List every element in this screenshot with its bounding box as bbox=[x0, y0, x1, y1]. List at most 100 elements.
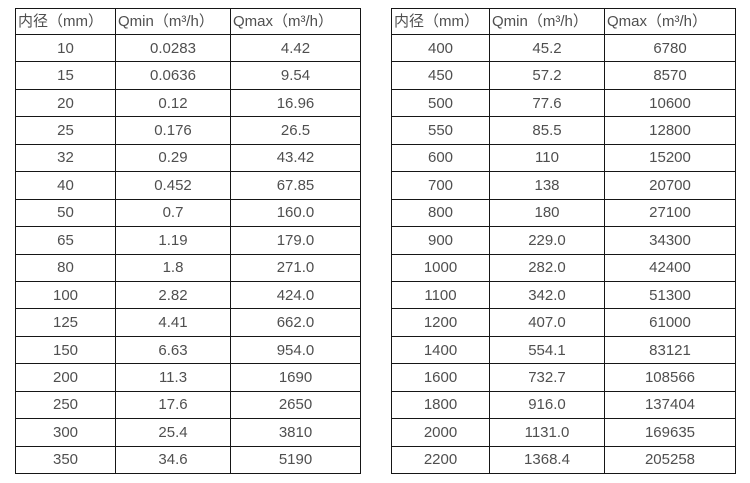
table-cell: 100 bbox=[15, 280, 116, 310]
table-cell: 424.0 bbox=[230, 280, 361, 310]
table-row: 25 0.176 26.5 bbox=[15, 116, 361, 145]
table-row: 600 110 15200 bbox=[391, 143, 736, 173]
table-cell: 1100 bbox=[391, 280, 490, 310]
table-row: 1800 916.0 137404 bbox=[391, 390, 736, 420]
table-cell: 400 bbox=[391, 33, 490, 63]
table-cell: 205258 bbox=[604, 445, 736, 475]
table-cell: 34300 bbox=[604, 226, 736, 255]
table-cell: 43.42 bbox=[230, 143, 361, 173]
table-row: 1000 282.0 42400 bbox=[391, 253, 736, 282]
table-cell: 0.0283 bbox=[115, 33, 231, 63]
table-cell: 179.0 bbox=[230, 226, 361, 255]
table-cell: 554.1 bbox=[489, 335, 605, 365]
table-cell: 271.0 bbox=[230, 253, 361, 282]
table-cell: 51300 bbox=[604, 280, 736, 310]
table-cell: 6.63 bbox=[115, 335, 231, 365]
table-cell: 34.6 bbox=[115, 445, 231, 475]
table-cell: 125 bbox=[15, 308, 116, 337]
table-cell: 550 bbox=[391, 116, 490, 145]
table-cell: 954.0 bbox=[230, 335, 361, 365]
table-cell: 9.54 bbox=[230, 61, 361, 90]
table-cell: 1800 bbox=[391, 390, 490, 420]
header-row: 内径（mm） Qmin（m³/h） Qmax（m³/h） bbox=[15, 8, 361, 35]
table-cell: 85.5 bbox=[489, 116, 605, 145]
table-cell: 229.0 bbox=[489, 226, 605, 255]
table-row: 250 17.6 2650 bbox=[15, 390, 361, 420]
table-cell: 0.7 bbox=[115, 198, 231, 228]
table-cell: 110 bbox=[489, 143, 605, 173]
table-cell: 4.42 bbox=[230, 33, 361, 63]
table-row: 15 0.0636 9.54 bbox=[15, 61, 361, 90]
table-row: 1400 554.1 83121 bbox=[391, 335, 736, 365]
table-cell: 169635 bbox=[604, 418, 736, 447]
table-cell: 2200 bbox=[391, 445, 490, 475]
table-cell: 77.6 bbox=[489, 88, 605, 118]
table-cell: 11.3 bbox=[115, 363, 231, 392]
table-cell: 1400 bbox=[391, 335, 490, 365]
table-cell: 600 bbox=[391, 143, 490, 173]
table-cell: 160.0 bbox=[230, 198, 361, 228]
table-cell: 137404 bbox=[604, 390, 736, 420]
table-cell: 282.0 bbox=[489, 253, 605, 282]
table-cell: 25.4 bbox=[115, 418, 231, 447]
table-cell: 67.85 bbox=[230, 171, 361, 200]
table-cell: 65 bbox=[15, 226, 116, 255]
table-cell: 342.0 bbox=[489, 280, 605, 310]
table-cell: 20700 bbox=[604, 171, 736, 200]
table-cell: 300 bbox=[15, 418, 116, 447]
table-row: 65 1.19 179.0 bbox=[15, 226, 361, 255]
flow-rate-table-small-diameters: 内径（mm） Qmin（m³/h） Qmax（m³/h） 10 0.0283 4.42 1… bbox=[15, 8, 361, 475]
table-cell: 450 bbox=[391, 61, 490, 90]
table-cell: 250 bbox=[15, 390, 116, 420]
table-row: 550 85.5 12800 bbox=[391, 116, 736, 145]
table-row: 200 11.3 1690 bbox=[15, 363, 361, 392]
table-row: 50 0.7 160.0 bbox=[15, 198, 361, 228]
table-cell: 2.82 bbox=[115, 280, 231, 310]
table-cell: 200 bbox=[15, 363, 116, 392]
table-cell: 83121 bbox=[604, 335, 736, 365]
table-row: 300 25.4 3810 bbox=[15, 418, 361, 447]
table-row: 150 6.63 954.0 bbox=[15, 335, 361, 365]
table-cell: 0.176 bbox=[115, 116, 231, 145]
table-cell: 1600 bbox=[391, 363, 490, 392]
header-row: 内径（mm） Qmin（m³/h） Qmax（m³/h） bbox=[391, 8, 736, 35]
table-cell: 5190 bbox=[230, 445, 361, 475]
table-row: 125 4.41 662.0 bbox=[15, 308, 361, 337]
table-row: 350 34.6 5190 bbox=[15, 445, 361, 475]
table-cell: 27100 bbox=[604, 198, 736, 228]
table-cell: 25 bbox=[15, 116, 116, 145]
table-cell: 0.452 bbox=[115, 171, 231, 200]
table-row: 100 2.82 424.0 bbox=[15, 280, 361, 310]
table-row: 1100 342.0 51300 bbox=[391, 280, 736, 310]
table-cell: 150 bbox=[15, 335, 116, 365]
table-cell: 40 bbox=[15, 171, 116, 200]
table-cell: 1690 bbox=[230, 363, 361, 392]
table-row: 450 57.2 8570 bbox=[391, 61, 736, 90]
column-header: Qmax（m³/h） bbox=[604, 8, 736, 35]
table-row: 20 0.12 16.96 bbox=[15, 88, 361, 118]
table-cell: 4.41 bbox=[115, 308, 231, 337]
table-cell: 662.0 bbox=[230, 308, 361, 337]
table-cell: 26.5 bbox=[230, 116, 361, 145]
table-cell: 0.29 bbox=[115, 143, 231, 173]
table-cell: 800 bbox=[391, 198, 490, 228]
table-row: 2200 1368.4 205258 bbox=[391, 445, 736, 475]
table-cell: 0.12 bbox=[115, 88, 231, 118]
table-cell: 407.0 bbox=[489, 308, 605, 337]
column-header: 内径（mm） bbox=[15, 8, 116, 35]
table-cell: 15200 bbox=[604, 143, 736, 173]
flow-rate-table-large-diameters: 内径（mm） Qmin（m³/h） Qmax（m³/h） 400 45.2 6780 45… bbox=[391, 8, 736, 475]
table-cell: 15 bbox=[15, 61, 116, 90]
table-cell: 42400 bbox=[604, 253, 736, 282]
table-cell: 180 bbox=[489, 198, 605, 228]
table-cell: 916.0 bbox=[489, 390, 605, 420]
column-header: 内径（mm） bbox=[391, 8, 490, 35]
table-row: 10 0.0283 4.42 bbox=[15, 33, 361, 63]
table-cell: 12800 bbox=[604, 116, 736, 145]
table-cell: 1.8 bbox=[115, 253, 231, 282]
table-row: 800 180 27100 bbox=[391, 198, 736, 228]
table-cell: 900 bbox=[391, 226, 490, 255]
table-row: 400 45.2 6780 bbox=[391, 33, 736, 63]
table-cell: 57.2 bbox=[489, 61, 605, 90]
